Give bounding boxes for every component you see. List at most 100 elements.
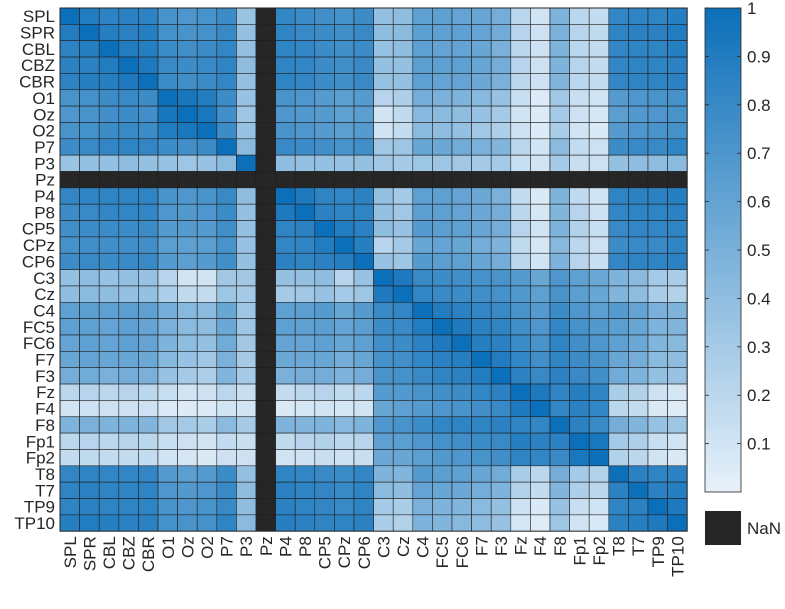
heatmap-cell (608, 285, 629, 303)
heatmap-cell (549, 56, 570, 74)
heatmap-cell (667, 252, 688, 270)
heatmap-cell (451, 465, 472, 483)
heatmap-cell (451, 383, 472, 401)
x-tick-label: C4 (414, 536, 433, 558)
heatmap-cell (432, 449, 453, 467)
heatmap-cell (196, 187, 218, 205)
heatmap-cell (294, 73, 316, 91)
heatmap-cell (432, 24, 453, 42)
heatmap-cell (471, 56, 492, 74)
heatmap-cell (451, 449, 472, 467)
heatmap-cell (334, 301, 355, 319)
heatmap-cell (353, 301, 374, 319)
heatmap-cell (314, 105, 335, 123)
heatmap-cell (118, 416, 139, 434)
heatmap-cell (59, 56, 80, 74)
heatmap-cell (98, 449, 120, 467)
heatmap-cell (647, 89, 668, 107)
heatmap-cell (451, 285, 472, 303)
heatmap-cell (177, 334, 198, 352)
heatmap-cell (196, 24, 218, 42)
heatmap-cell (432, 40, 453, 58)
heatmap-cell (588, 334, 610, 352)
heatmap-cell (177, 351, 198, 369)
heatmap-cell (294, 269, 316, 287)
heatmap-cell (451, 301, 472, 319)
heatmap-cell (196, 252, 218, 270)
heatmap-cell (608, 89, 629, 107)
heatmap-cell (451, 400, 472, 418)
heatmap-cell (177, 465, 198, 483)
heatmap-cell (275, 416, 296, 434)
heatmap-cell (451, 514, 472, 532)
heatmap-cell (314, 220, 335, 238)
heatmap-cell (294, 187, 316, 205)
heatmap-cell (510, 269, 531, 287)
heatmap-cell (471, 383, 492, 401)
heatmap-cell (79, 318, 100, 336)
heatmap-cell (608, 7, 629, 25)
heatmap-cell (667, 383, 688, 401)
heatmap-cell (471, 301, 492, 319)
heatmap-cell (549, 351, 570, 369)
heatmap-cell (530, 122, 551, 140)
heatmap-cell (432, 73, 453, 91)
heatmap-cell (275, 367, 296, 385)
heatmap-cell (294, 514, 316, 532)
heatmap-cell (334, 318, 355, 336)
heatmap-cell (59, 481, 80, 499)
x-axis-tick-labels: SPL SPR CBL CBZ CBR O1 Oz O2 P7 P3 Pz P4 P8 CP5 CPz CP6… (61, 536, 688, 577)
heatmap-cell (353, 465, 374, 483)
heatmap-cell-nan (59, 171, 80, 189)
heatmap-cell (647, 334, 668, 352)
heatmap-cell (314, 73, 335, 91)
heatmap-cell (294, 56, 316, 74)
heatmap-cell (490, 301, 512, 319)
heatmap-cell-nan (255, 465, 276, 483)
heatmap-cell (608, 498, 629, 516)
heatmap-cell (59, 367, 80, 385)
heatmap-cell (294, 220, 316, 238)
heatmap-cell (647, 56, 668, 74)
heatmap-cell (451, 351, 472, 369)
heatmap-cell (471, 432, 492, 450)
heatmap-cell (588, 269, 610, 287)
heatmap-cell (373, 220, 394, 238)
heatmap-cell (510, 252, 531, 270)
heatmap-cell (216, 383, 237, 401)
heatmap-cell (59, 252, 80, 270)
heatmap-cell (118, 105, 139, 123)
heatmap-cell (236, 301, 257, 319)
heatmap-cell (510, 138, 531, 156)
heatmap-cell-nan (275, 171, 296, 189)
heatmap-cell (490, 24, 512, 42)
heatmap-cell (196, 481, 218, 499)
heatmap-cell (412, 285, 433, 303)
heatmap-cell (432, 514, 453, 532)
heatmap-cell (216, 138, 237, 156)
heatmap-cell (569, 481, 590, 499)
heatmap-cell (216, 7, 237, 25)
heatmap-cell (157, 432, 178, 450)
heatmap-cell (236, 432, 257, 450)
heatmap-cell (588, 187, 610, 205)
heatmap-cell (196, 432, 218, 450)
heatmap-cell (412, 481, 433, 499)
heatmap-cell-nan (647, 171, 668, 189)
heatmap-cell (236, 400, 257, 418)
heatmap-cell (216, 269, 237, 287)
heatmap-cell (236, 24, 257, 42)
heatmap-cell (530, 481, 551, 499)
heatmap-cell (628, 269, 649, 287)
heatmap-cell (432, 351, 453, 369)
heatmap-cell (451, 252, 472, 270)
x-tick-label: F7 (472, 536, 491, 556)
heatmap-cell (432, 318, 453, 336)
heatmap-cell (79, 334, 100, 352)
heatmap-cell (79, 24, 100, 42)
heatmap-cell (569, 432, 590, 450)
heatmap-cell-nan (255, 187, 276, 205)
heatmap-cell (549, 285, 570, 303)
heatmap-cell (98, 220, 120, 238)
x-tick-label: P3 (237, 536, 256, 557)
